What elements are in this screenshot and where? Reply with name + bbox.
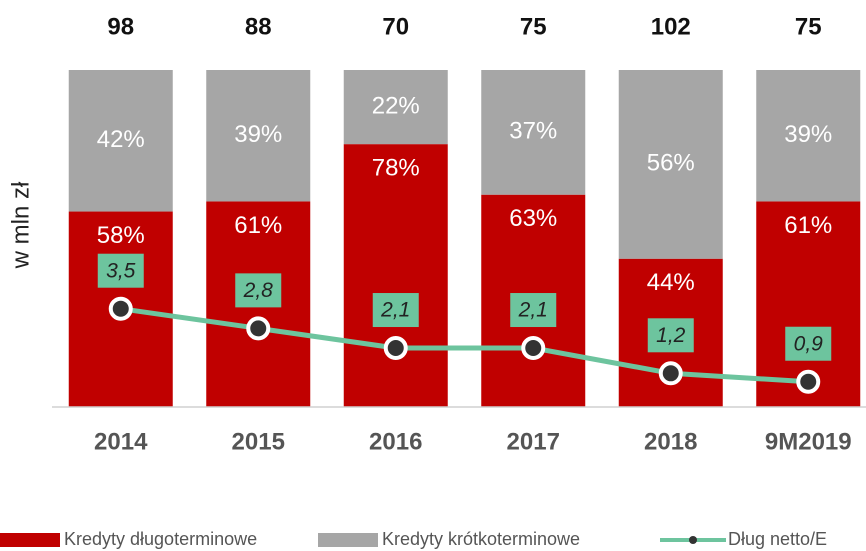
- bar-segment: [343, 70, 448, 145]
- data-label: 44%: [647, 269, 695, 296]
- line-marker: [108, 296, 133, 321]
- data-label: 2,1: [518, 299, 548, 322]
- x-tick-label: 2015: [232, 428, 285, 455]
- data-label: 2,8: [243, 279, 274, 302]
- data-label: 2,1: [380, 299, 410, 322]
- y-axis-label: w mln zł: [7, 181, 34, 269]
- legend-label: Dług netto/E: [728, 529, 827, 549]
- legend-swatch: [318, 533, 378, 547]
- data-label-box: [235, 273, 282, 308]
- line-marker: [246, 316, 271, 341]
- total-label: 75: [520, 13, 547, 40]
- data-label: 1,2: [656, 324, 686, 347]
- data-label: 61%: [784, 212, 832, 239]
- data-label: 58%: [97, 222, 145, 249]
- data-label: 42%: [97, 126, 145, 153]
- bar-segment: [481, 70, 586, 195]
- line-marker: [658, 361, 683, 386]
- data-label: 61%: [234, 212, 282, 239]
- legend-swatch: [0, 533, 60, 547]
- line-marker: [383, 336, 408, 361]
- x-tick-label: 2017: [507, 428, 560, 455]
- data-label-box: [647, 318, 694, 353]
- data-label: 39%: [234, 121, 282, 148]
- line-marker: [521, 336, 546, 361]
- x-tick-label: 2016: [369, 428, 422, 455]
- data-label-box: [372, 293, 419, 328]
- bar-segment: [756, 70, 861, 202]
- bar-segment: [343, 144, 448, 407]
- data-label: 22%: [372, 92, 420, 119]
- legend-swatch: [689, 536, 697, 544]
- total-label: 70: [382, 13, 409, 40]
- line: [120, 306, 809, 385]
- data-label-box: [785, 326, 832, 361]
- x-tick-label: 2018: [644, 428, 697, 455]
- data-label: 78%: [372, 154, 420, 181]
- total-label: 88: [245, 13, 272, 40]
- total-label: 102: [651, 13, 691, 40]
- line-marker: [796, 369, 821, 394]
- bar-segment: [618, 70, 723, 259]
- legend-label: Kredyty długoterminowe: [64, 529, 257, 549]
- total-label: 98: [107, 13, 134, 40]
- bar-segment: [68, 70, 173, 212]
- data-label: 3,5: [106, 259, 136, 282]
- data-label: 39%: [784, 121, 832, 148]
- x-tick-label: 2014: [94, 428, 148, 455]
- data-label: 0,9: [794, 332, 824, 355]
- total-label: 75: [795, 13, 822, 40]
- data-label-box: [510, 293, 557, 328]
- legend-label: Kredyty krótkoterminowe: [382, 529, 580, 549]
- x-tick-label: 9M2019: [765, 428, 852, 455]
- data-label: 56%: [647, 150, 695, 177]
- data-label-box: [97, 253, 144, 288]
- data-label: 37%: [509, 118, 557, 145]
- bar-segment: [206, 70, 311, 202]
- data-label: 63%: [509, 205, 557, 232]
